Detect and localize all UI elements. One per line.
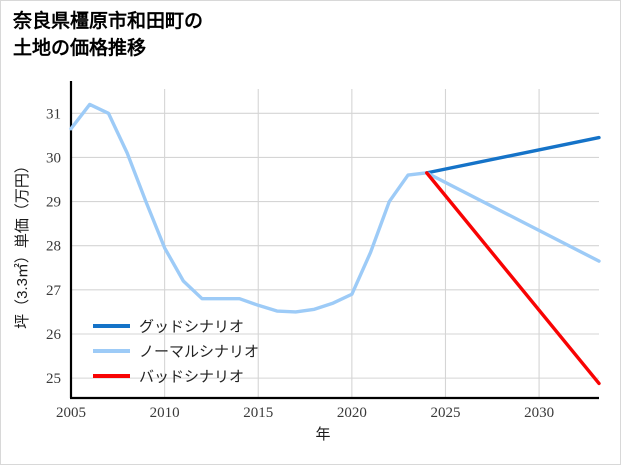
- axis-titles-layer: 年 坪（3.3㎡）単価（万円）: [14, 158, 331, 443]
- y-axis-tick-label: 30: [46, 150, 61, 166]
- y-axis-title: 坪（3.3㎡）単価（万円）: [14, 158, 31, 329]
- series-layer: [69, 102, 601, 386]
- x-axis-title: 年: [315, 426, 330, 443]
- y-axis-tick-label: 29: [46, 195, 61, 211]
- y-axis-tick-label: 28: [46, 239, 61, 255]
- tick-labels-layer: 25 26 27 28 29 30 31 2005 2010 2015 2020 2025 2030: [46, 106, 554, 421]
- x-axis-tick-label: 2005: [56, 405, 86, 421]
- series-line-bad: [425, 171, 601, 386]
- x-axis-tick-label: 2010: [150, 405, 180, 421]
- x-axis-tick-label: 2025: [430, 405, 460, 421]
- y-axis-tick-label: 31: [46, 106, 61, 122]
- y-axis-tick-label: 26: [46, 327, 62, 343]
- y-axis-tick-label: 25: [46, 371, 61, 387]
- gridlines-layer: [71, 89, 599, 398]
- series-line-good: [425, 135, 601, 175]
- legend-label: バッドシナリオ: [139, 370, 244, 386]
- page-title: 奈良県橿原市和田町の 土地の価格推移: [13, 11, 204, 59]
- legend-label: グッドシナリオ: [139, 319, 244, 336]
- series-line-normal: [69, 102, 601, 314]
- y-axis-tick-label: 27: [46, 283, 62, 299]
- x-axis-tick-label: 2020: [337, 405, 367, 421]
- x-axis-tick-label: 2015: [243, 405, 273, 421]
- legend-label: ノーマルシナリオ: [139, 345, 259, 361]
- x-axis-tick-label: 2030: [524, 405, 554, 421]
- axis-layer: [69, 81, 599, 400]
